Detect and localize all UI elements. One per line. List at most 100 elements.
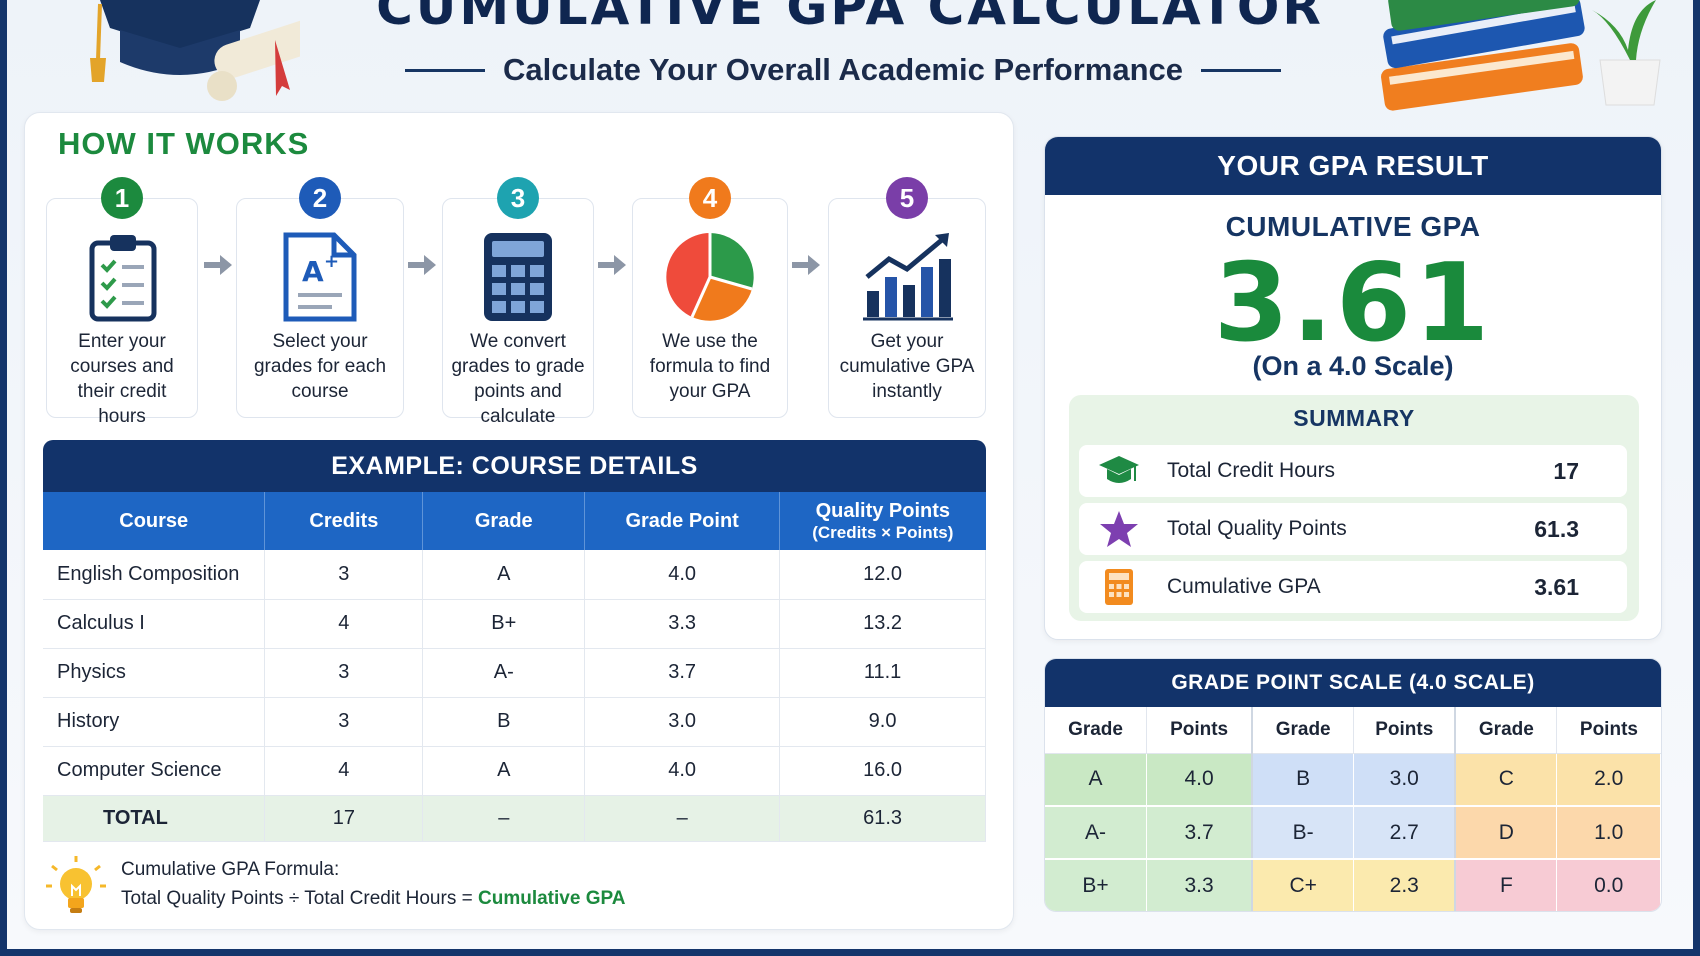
formula-expression: Total Quality Points ÷ Total Credit Hour…	[121, 888, 473, 909]
total-grade-point: –	[584, 795, 781, 842]
scale-grade-cell: F	[1455, 859, 1558, 911]
formula-label: Cumulative GPA Formula:	[121, 859, 340, 880]
course-grade-point: 3.3	[584, 599, 781, 649]
bar-chart-trend-icon	[863, 233, 953, 321]
course-name: Calculus I	[43, 599, 266, 649]
course-credits: 3	[264, 648, 424, 698]
summary-label: Cumulative GPA	[1167, 575, 1321, 598]
scale-col-points: Points	[1353, 707, 1457, 754]
quality-points-formula: (Credits × Points)	[812, 522, 954, 542]
scale-grade-cell: D	[1455, 806, 1558, 860]
course-name: Computer Science	[43, 746, 266, 796]
table-row: Computer Science 4 A 4.0 16.0	[43, 746, 986, 796]
summary-title: SUMMARY	[1293, 405, 1415, 431]
grade-scale-row: A 4.0 B 3.0 C 2.0	[1045, 753, 1661, 807]
course-grade: A	[422, 746, 586, 796]
gpa-result-header: YOUR GPA RESULT	[1045, 137, 1661, 195]
col-header-credits: Credits	[264, 492, 424, 550]
table-row: History 3 B 3.0 9.0	[43, 697, 986, 747]
calculator-icon	[484, 233, 552, 321]
course-quality-points: 11.1	[779, 648, 986, 698]
summary-box: SUMMARY Total Credit Hours 17 Total Qual…	[1069, 395, 1639, 621]
table-row: English Composition 3 A 4.0 12.0	[43, 550, 986, 600]
scale-grade-cell: C	[1455, 753, 1558, 807]
course-credits: 3	[264, 697, 424, 747]
summary-row-quality-points: Total Quality Points 61.3	[1079, 503, 1627, 555]
scale-points-cell: 2.3	[1353, 859, 1457, 911]
col-header-grade-point: Grade Point	[584, 492, 781, 550]
scale-points-cell: 3.0	[1353, 753, 1457, 807]
scale-col-points: Points	[1556, 707, 1661, 754]
calculator-icon	[1105, 569, 1133, 605]
pie-chart-icon	[666, 233, 754, 321]
subtitle-row: Calculate Your Overall Academic Performa…	[390, 50, 1296, 90]
arrow-right-icon	[598, 255, 626, 275]
grade-scale-title: GRADE POINT SCALE (4.0 SCALE)	[1045, 659, 1661, 707]
scale-grade-cell: A	[1045, 753, 1148, 807]
scale-col-grade: Grade	[1045, 707, 1148, 754]
grade-document-icon: A +	[283, 232, 357, 322]
summary-value: 61.3	[1534, 516, 1579, 542]
scale-col-grade: Grade	[1455, 707, 1558, 754]
quality-points-label: Quality Points	[815, 499, 951, 522]
step-number-2: 2	[299, 177, 341, 219]
page-title: CUMULATIVE GPA CALCULATOR	[376, 0, 1324, 36]
course-grade-point: 3.0	[584, 697, 781, 747]
course-grade-point: 4.0	[584, 746, 781, 796]
table-row: Calculus I 4 B+ 3.3 13.2	[43, 599, 986, 649]
course-grade-point: 4.0	[584, 550, 781, 600]
course-grade-point: 3.7	[584, 648, 781, 698]
gpa-result-panel: YOUR GPA RESULT CUMULATIVE GPA 3.61 (On …	[1044, 136, 1662, 640]
step-text-1: Enter your courses and their credit hour…	[70, 331, 174, 427]
scale-grade-cell: B	[1252, 753, 1355, 807]
table-total-row: TOTAL 17 – – 61.3	[43, 795, 986, 842]
scale-points-cell: 1.0	[1556, 806, 1661, 860]
scale-grade-cell: A-	[1045, 806, 1148, 860]
summary-row-credit-hours: Total Credit Hours 17	[1079, 445, 1627, 497]
step-card-4: 4 We use the formula to find your GPA	[632, 177, 788, 418]
grade-scale-panel: GRADE POINT SCALE (4.0 SCALE) Grade Poin…	[1044, 658, 1662, 912]
course-grade: B	[422, 697, 586, 747]
subtitle-rule-right	[1201, 68, 1281, 72]
course-quality-points: 16.0	[779, 746, 986, 796]
summary-value: 3.61	[1534, 574, 1579, 600]
arrow-right-icon	[204, 255, 232, 275]
step-number-3: 3	[497, 177, 539, 219]
scale-col-points: Points	[1146, 707, 1254, 754]
grade-scale-row: B+ 3.3 C+ 2.3 F 0.0	[1045, 859, 1661, 911]
gpa-scale-note: (On a 4.0 Scale)	[1252, 351, 1454, 381]
step-number-4: 4	[689, 177, 731, 219]
page-subtitle: Calculate Your Overall Academic Performa…	[502, 52, 1183, 87]
total-credits: 17	[264, 795, 424, 842]
step-text-5: Get your cumulative GPA instantly	[839, 331, 975, 402]
scale-points-cell: 2.0	[1556, 753, 1661, 807]
summary-label: Total Credit Hours	[1167, 459, 1336, 482]
step-number-5: 5	[886, 177, 928, 219]
svg-text:A: A	[302, 255, 324, 288]
step-card-1: 1 Enter your courses and their credit ho…	[46, 177, 198, 427]
scale-points-cell: 4.0	[1146, 753, 1254, 807]
how-it-works-title: HOW IT WORKS	[58, 126, 310, 161]
total-label: TOTAL	[43, 795, 266, 842]
subtitle-rule-left	[404, 68, 485, 72]
graduation-cap-icon	[1099, 456, 1139, 483]
course-details-title: EXAMPLE: COURSE DETAILS	[43, 440, 986, 492]
course-table-header-row: Course Credits Grade Grade Point Quality…	[43, 492, 986, 550]
cumulative-gpa-label: CUMULATIVE GPA	[1225, 211, 1481, 242]
step-card-3: 3 We convert grades to grade points and …	[442, 177, 594, 427]
cumulative-gpa-value: 3.61	[1213, 241, 1493, 366]
scale-points-cell: 3.7	[1146, 806, 1254, 860]
scale-grade-cell: B+	[1045, 859, 1148, 911]
scale-points-cell: 2.7	[1353, 806, 1457, 860]
course-details-table: Course Credits Grade Grade Point Quality…	[43, 492, 986, 842]
formula-text: Total Quality Points ÷ Total Credit Hour…	[121, 888, 625, 910]
course-credits: 4	[264, 746, 424, 796]
books-plant-icon	[1381, 0, 1661, 111]
clipboard-checklist-icon	[89, 235, 157, 322]
course-credits: 3	[264, 550, 424, 600]
col-header-quality-points: Quality Points (Credits × Points)	[779, 492, 986, 550]
summary-row-cumulative-gpa: Cumulative GPA 3.61	[1079, 561, 1627, 613]
step-card-5: 5 Get your cumulative GPA instantly	[828, 177, 986, 418]
step-card-2: 2 A + Select your grades for each course	[236, 177, 404, 418]
course-quality-points: 13.2	[779, 599, 986, 649]
